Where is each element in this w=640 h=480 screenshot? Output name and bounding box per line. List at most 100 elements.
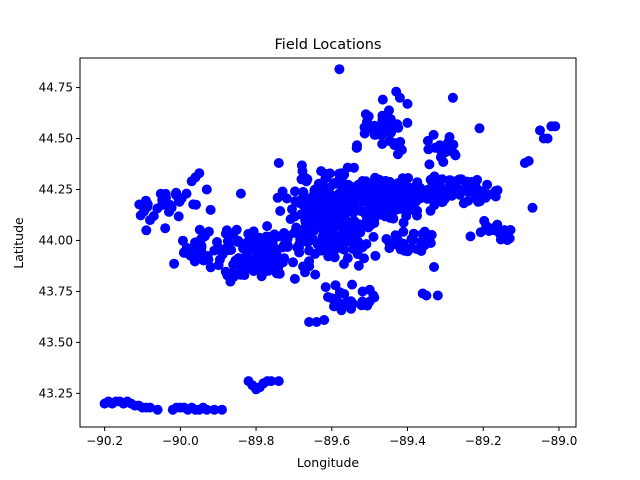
data-point [384, 136, 395, 147]
data-point [372, 186, 383, 197]
data-point [298, 186, 309, 197]
y-axis-label: Latitude [11, 217, 26, 269]
data-point [350, 228, 361, 238]
x-axis-ticks: −90.2 −90.0 −89.8 −89.6 −89.4 −89.2 −89.0 [86, 427, 577, 448]
data-point [325, 168, 335, 179]
data-point [527, 202, 538, 213]
data-point [142, 199, 153, 210]
data-point [307, 207, 318, 218]
data-point [310, 249, 320, 259]
data-point [438, 157, 449, 167]
data-point [417, 189, 428, 199]
data-point [205, 204, 216, 215]
data-point [369, 129, 380, 140]
data-point [242, 237, 253, 248]
data-point [447, 183, 458, 194]
data-point [307, 216, 318, 227]
data-point [492, 219, 503, 230]
data-point [288, 257, 298, 268]
data-point [329, 252, 340, 263]
data-point [194, 168, 205, 179]
data-point [347, 236, 358, 247]
data-point [403, 173, 414, 183]
data-point [361, 239, 372, 249]
data-point [268, 258, 278, 269]
data-point [201, 404, 212, 415]
data-point [262, 221, 273, 232]
data-point [321, 217, 332, 227]
data-point [424, 159, 435, 170]
data-point [352, 142, 362, 153]
data-point [428, 129, 439, 140]
data-point [318, 226, 329, 237]
data-point [347, 298, 358, 309]
data-point [290, 186, 300, 197]
data-point [447, 92, 458, 103]
data-point [341, 207, 352, 218]
data-point [336, 221, 347, 232]
data-point [279, 253, 290, 264]
data-point [395, 136, 406, 147]
data-point [479, 189, 490, 200]
data-point [393, 122, 404, 133]
data-point [213, 260, 224, 271]
data-point [289, 227, 300, 238]
data-point [386, 189, 397, 200]
data-point [189, 246, 200, 257]
y-tick-label: 44.50 [39, 132, 73, 146]
data-point [492, 185, 503, 196]
data-point [433, 178, 444, 189]
data-point [463, 195, 474, 206]
data-point [334, 287, 345, 298]
data-point [273, 158, 284, 168]
data-point [296, 160, 307, 171]
y-tick-label: 44.75 [39, 81, 73, 95]
data-point [394, 92, 405, 103]
data-point [423, 144, 434, 155]
data-point [353, 260, 364, 271]
data-point [271, 266, 282, 277]
data-point [304, 261, 315, 272]
x-tick-label: −90.2 [86, 434, 123, 448]
data-point [326, 239, 337, 250]
data-point [347, 279, 358, 290]
data-point [328, 178, 339, 189]
data-point [273, 376, 284, 387]
data-point [237, 259, 248, 270]
data-point [363, 111, 374, 122]
data-point [201, 184, 212, 195]
data-point [425, 205, 436, 216]
data-point [542, 133, 553, 144]
data-point [199, 231, 210, 242]
data-point [398, 226, 409, 237]
data-point [297, 224, 308, 235]
data-point [412, 210, 422, 221]
data-point [266, 376, 277, 387]
data-point [320, 282, 331, 293]
data-point [368, 202, 379, 213]
data-point [277, 186, 288, 197]
data-point [155, 188, 166, 199]
data-point [408, 234, 419, 245]
data-point [448, 139, 459, 150]
data-point [348, 207, 359, 218]
data-point [298, 200, 308, 210]
data-point [164, 206, 174, 217]
data-point [148, 211, 159, 221]
data-point [329, 301, 339, 312]
data-point [190, 237, 200, 248]
y-tick-label: 44.25 [39, 182, 73, 196]
data-point [377, 139, 388, 149]
data-point [328, 191, 339, 201]
data-point [310, 269, 321, 280]
x-tick-label: −89.0 [541, 434, 578, 448]
data-point [523, 156, 534, 166]
data-point [191, 199, 201, 210]
data-point [233, 235, 244, 246]
x-tick-label: −89.2 [465, 434, 502, 448]
data-point [248, 253, 259, 264]
data-point [270, 250, 281, 261]
y-tick-label: 43.50 [39, 335, 73, 349]
data-point [383, 203, 394, 213]
x-tick-label: −89.6 [313, 434, 350, 448]
